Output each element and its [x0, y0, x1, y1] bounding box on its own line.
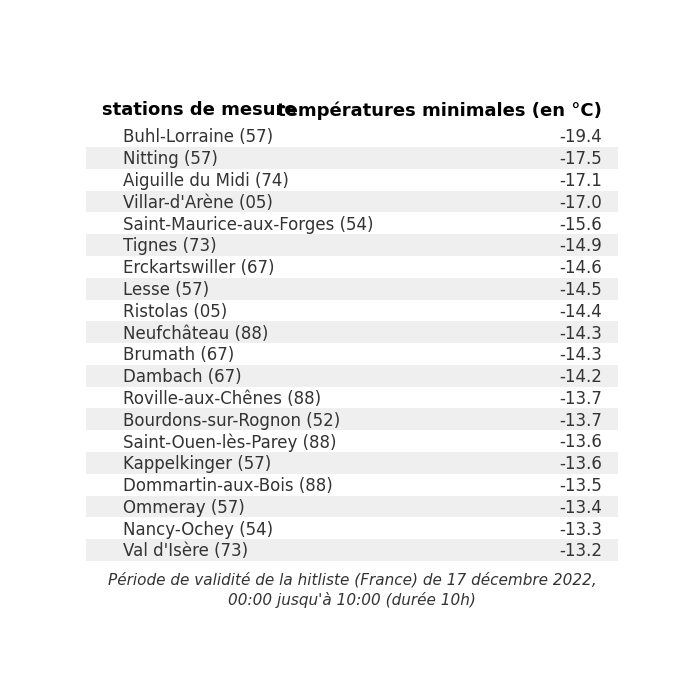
Bar	[86, 169, 618, 190]
Text: Nitting (57): Nitting (57)	[123, 150, 218, 168]
Text: 00:00 jusqu'à 10:00 (durée 10h): 00:00 jusqu'à 10:00 (durée 10h)	[228, 592, 476, 608]
Bar	[86, 408, 618, 431]
Text: Dommartin-aux-Bois (88): Dommartin-aux-Bois (88)	[123, 477, 333, 495]
Text: -14.5: -14.5	[560, 281, 602, 299]
Text: Saint-Ouen-lès-Parey (88): Saint-Ouen-lès-Parey (88)	[123, 433, 337, 452]
Bar	[86, 126, 618, 147]
Text: -19.4: -19.4	[560, 128, 602, 146]
Text: Erckartswiller (67): Erckartswiller (67)	[123, 259, 275, 277]
Bar	[86, 365, 618, 386]
Text: -14.4: -14.4	[560, 303, 602, 321]
Text: -17.0: -17.0	[560, 194, 602, 212]
Text: Ristolas (05): Ristolas (05)	[123, 303, 227, 321]
Text: -13.5: -13.5	[559, 477, 602, 495]
Bar	[86, 474, 618, 495]
Text: Val d'Isère (73): Val d'Isère (73)	[123, 542, 248, 560]
Text: Kappelkinger (57): Kappelkinger (57)	[123, 455, 271, 473]
Bar	[86, 431, 618, 452]
Text: -17.5: -17.5	[560, 150, 602, 168]
Text: -14.3: -14.3	[559, 324, 602, 342]
Bar	[86, 299, 618, 322]
Text: -14.2: -14.2	[559, 368, 602, 386]
Text: -14.3: -14.3	[559, 346, 602, 364]
Text: Ommeray (57): Ommeray (57)	[123, 499, 245, 517]
Text: Période de validité de la hitliste (France) de 17 décembre 2022,: Période de validité de la hitliste (Fran…	[108, 571, 596, 587]
Text: -13.7: -13.7	[559, 412, 602, 430]
Text: -14.9: -14.9	[560, 237, 602, 255]
Bar	[86, 343, 618, 365]
Text: Tignes (73): Tignes (73)	[123, 237, 217, 255]
Bar	[86, 190, 618, 213]
Bar	[86, 386, 618, 408]
Text: Buhl-Lorraine (57): Buhl-Lorraine (57)	[123, 128, 273, 146]
Text: Aiguille du Midi (74): Aiguille du Midi (74)	[123, 172, 289, 190]
Text: -13.4: -13.4	[559, 499, 602, 517]
Bar	[86, 495, 618, 518]
Bar	[86, 539, 618, 561]
Text: Neufchâteau (88): Neufchâteau (88)	[123, 324, 269, 342]
Bar	[86, 322, 618, 343]
Text: Roville-aux-Chênes (88): Roville-aux-Chênes (88)	[123, 390, 322, 408]
Text: Lesse (57): Lesse (57)	[123, 281, 210, 299]
Bar	[86, 452, 618, 474]
Text: stations de mesure: stations de mesure	[102, 101, 297, 119]
Text: Bourdons-sur-Rognon (52): Bourdons-sur-Rognon (52)	[123, 412, 340, 430]
Bar	[86, 256, 618, 278]
Text: -13.6: -13.6	[559, 433, 602, 451]
Bar	[86, 234, 618, 256]
Text: -13.2: -13.2	[559, 542, 602, 560]
Text: -14.6: -14.6	[560, 259, 602, 277]
Text: -13.6: -13.6	[559, 455, 602, 473]
Text: Villar-d'Arène (05): Villar-d'Arène (05)	[123, 194, 273, 212]
Text: Dambach (67): Dambach (67)	[123, 368, 242, 386]
Bar	[86, 278, 618, 299]
Text: températures minimales (en °C): températures minimales (en °C)	[278, 101, 602, 120]
Text: -17.1: -17.1	[559, 172, 602, 190]
Bar	[86, 518, 618, 539]
Bar	[86, 147, 618, 169]
Text: -13.3: -13.3	[559, 520, 602, 539]
Bar	[86, 213, 618, 234]
Text: Nancy-Ochey (54): Nancy-Ochey (54)	[123, 520, 273, 539]
Text: -13.7: -13.7	[559, 390, 602, 408]
Text: -15.6: -15.6	[560, 215, 602, 234]
Text: Brumath (67): Brumath (67)	[123, 346, 234, 364]
Text: Saint-Maurice-aux-Forges (54): Saint-Maurice-aux-Forges (54)	[123, 215, 374, 234]
